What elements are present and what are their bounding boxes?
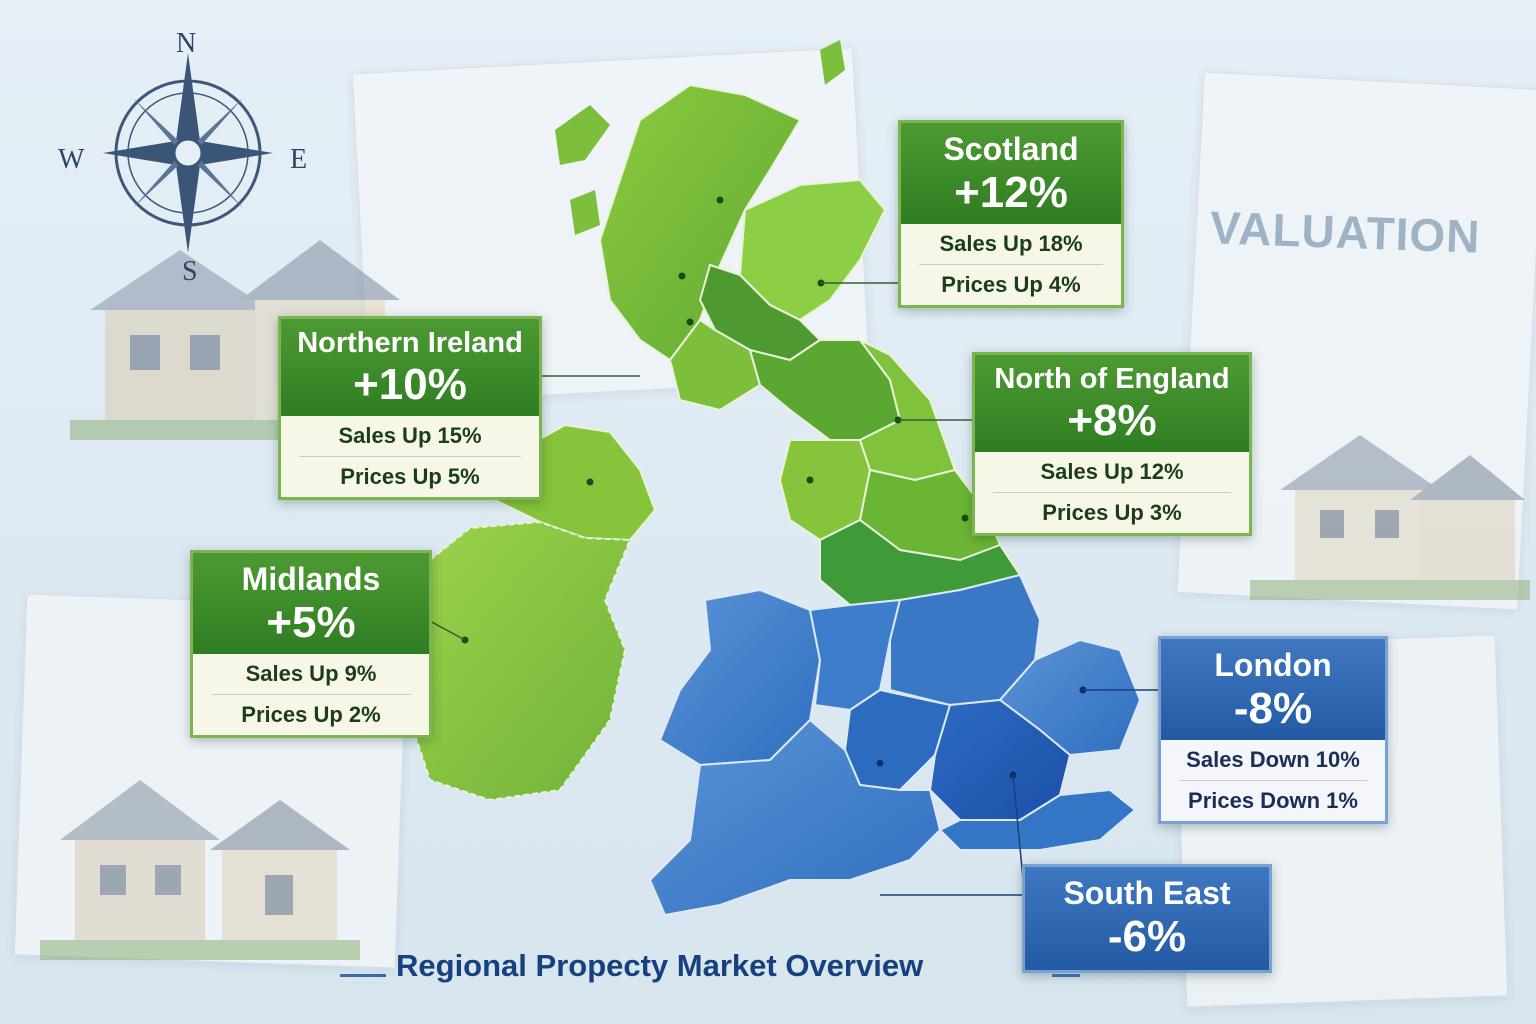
- midlands-stats-card[interactable]: Midlands +5% Sales Up 9% Prices Up 2%: [190, 550, 432, 738]
- card-header: Scotland +12%: [901, 123, 1121, 224]
- sales-stat: Sales Up 18%: [939, 231, 1083, 256]
- card-details: Sales Up 18% Prices Up 4%: [901, 224, 1121, 305]
- region-name: Scotland: [943, 131, 1079, 167]
- card-header: Midlands +5%: [193, 553, 429, 654]
- south-coast-region[interactable]: [938, 788, 1137, 851]
- house-illustration: [1250, 435, 1530, 600]
- compass-west-label: W: [58, 144, 85, 175]
- north-of-england-stats-card[interactable]: North of England +8% Sales Up 12% Prices…: [972, 352, 1252, 536]
- card-details: Sales Up 9% Prices Up 2%: [193, 654, 429, 735]
- compass-icon: [103, 53, 273, 253]
- region-change: +5%: [266, 598, 356, 647]
- compass-rose: N S W E: [58, 28, 318, 288]
- sales-stat: Sales Up 12%: [1040, 459, 1184, 484]
- sales-stat: Sales Up 9%: [245, 661, 377, 686]
- page-title: Regional Propecty Market Overview: [396, 948, 924, 983]
- compass-south-label: S: [182, 256, 198, 287]
- house-illustration: [40, 780, 360, 960]
- scotland-stats-card[interactable]: Scotland +12% Sales Up 18% Prices Up 4%: [898, 120, 1124, 308]
- compass-east-label: E: [290, 144, 308, 175]
- region-name: South East: [1063, 875, 1231, 911]
- card-header: North of England +8%: [975, 355, 1249, 452]
- region-name: North of England: [994, 363, 1230, 395]
- region-change: -8%: [1233, 684, 1313, 733]
- footer-title: Regional Propecty Market Overview: [340, 948, 1080, 998]
- region-markers: [461, 196, 969, 644]
- ireland-region[interactable]: [408, 520, 632, 802]
- scottish-islands: [555, 40, 845, 235]
- region-name: Midlands: [241, 561, 381, 597]
- card-details: Sales Up 15% Prices Up 5%: [281, 416, 539, 497]
- region-name: Northern Ireland: [297, 327, 523, 359]
- london-stats-card[interactable]: London -8% Sales Down 10% Prices Down 1%: [1158, 636, 1388, 824]
- prices-stat: Prices Up 5%: [299, 456, 521, 497]
- region-change: -6%: [1107, 912, 1187, 961]
- card-header: Northern Ireland +10%: [281, 319, 539, 416]
- card-details: Sales Up 12% Prices Up 3%: [975, 452, 1249, 533]
- northern-ireland-stats-card[interactable]: Northern Ireland +10% Sales Up 15% Price…: [278, 316, 542, 500]
- sales-stat: Sales Up 15%: [338, 423, 482, 448]
- region-name: London: [1214, 647, 1332, 683]
- card-details: Sales Down 10% Prices Down 1%: [1161, 740, 1385, 821]
- card-header: South East -6%: [1025, 867, 1269, 970]
- title-rule-right: [1052, 974, 1080, 977]
- prices-stat: Prices Up 4%: [919, 264, 1103, 305]
- region-change: +8%: [1067, 396, 1157, 445]
- title-rule-left: [340, 974, 386, 977]
- sales-stat: Sales Down 10%: [1186, 747, 1360, 772]
- callout-leader-lines: [427, 282, 1160, 901]
- prices-stat: Prices Up 2%: [211, 694, 411, 735]
- card-header: London -8%: [1161, 639, 1385, 740]
- compass-north-label: N: [176, 28, 197, 59]
- prices-stat: Prices Up 3%: [993, 492, 1231, 533]
- prices-stat: Prices Down 1%: [1179, 780, 1367, 821]
- region-change: +10%: [353, 360, 467, 409]
- region-change: +12%: [954, 168, 1068, 217]
- south-east-stats-card[interactable]: South East -6%: [1022, 864, 1272, 973]
- south-west-region[interactable]: [648, 718, 942, 917]
